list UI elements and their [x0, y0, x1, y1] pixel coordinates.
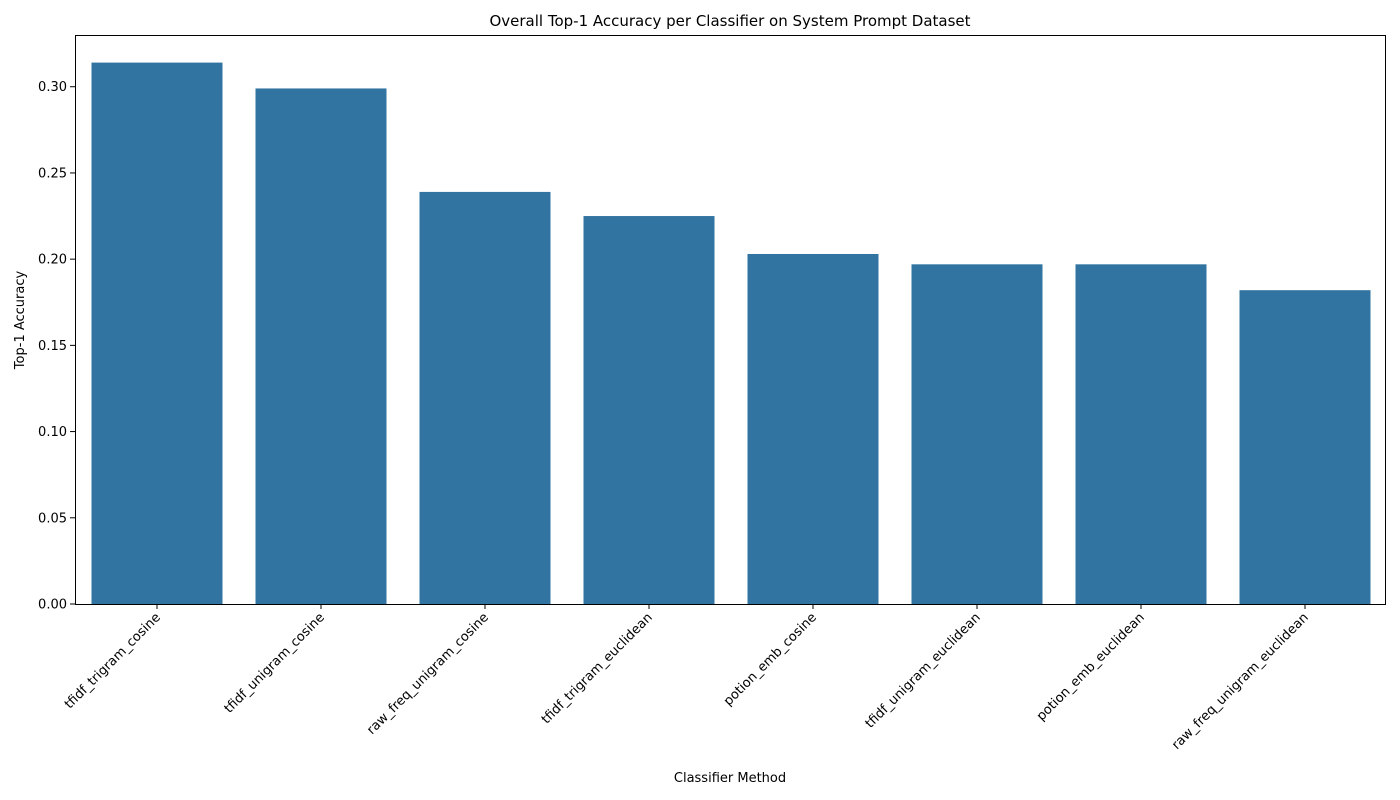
x-tick-label: tfidf_unigram_euclidean: [863, 610, 984, 731]
x-tick-label: potion_emb_cosine: [721, 610, 820, 709]
x-tick-label: raw_freq_unigram_cosine: [364, 610, 492, 738]
y-tick-label: 0.25: [38, 166, 67, 181]
bar-raw_freq_unigram_cosine: [419, 191, 551, 604]
bar-tfidf_trigram_cosine: [91, 62, 223, 604]
x-tick-label: tfidf_unigram_cosine: [222, 610, 328, 716]
y-axis: 0.00 0.05 0.10 0.15 0.20 0.25 0.30: [38, 80, 75, 613]
y-tick-label: 0.00: [38, 598, 67, 613]
y-tick-label: 0.15: [38, 339, 67, 354]
y-tick-label: 0.10: [38, 425, 67, 440]
bar-raw_freq_unigram_euclidean: [1239, 290, 1371, 604]
y-tick-label: 0.30: [38, 80, 67, 95]
y-tick-label: 0.05: [38, 511, 67, 526]
x-tick-label: potion_emb_euclidean: [1034, 610, 1148, 724]
chart-title: Overall Top-1 Accuracy per Classifier on…: [489, 12, 970, 30]
x-tick-label: tfidf_trigram_euclidean: [539, 610, 656, 727]
y-axis-label: Top-1 Accuracy: [13, 271, 28, 371]
x-axis: tfidf_trigram_cosine tfidf_unigram_cosine…: [62, 604, 1312, 753]
x-tick-label: raw_freq_unigram_euclidean: [1169, 610, 1312, 753]
plot-frame: [75, 35, 1386, 605]
x-tick-label: tfidf_trigram_cosine: [62, 610, 164, 712]
bar-potion_emb_euclidean: [1075, 264, 1207, 604]
y-tick-label: 0.20: [38, 253, 67, 268]
bars-group: [91, 62, 1371, 604]
bar-tfidf_unigram_euclidean: [911, 264, 1043, 604]
bar-tfidf_unigram_cosine: [255, 88, 387, 604]
x-axis-label: Classifier Method: [674, 771, 786, 786]
bar-potion_emb_cosine: [747, 253, 879, 604]
bar-tfidf_trigram_euclidean: [583, 216, 715, 604]
